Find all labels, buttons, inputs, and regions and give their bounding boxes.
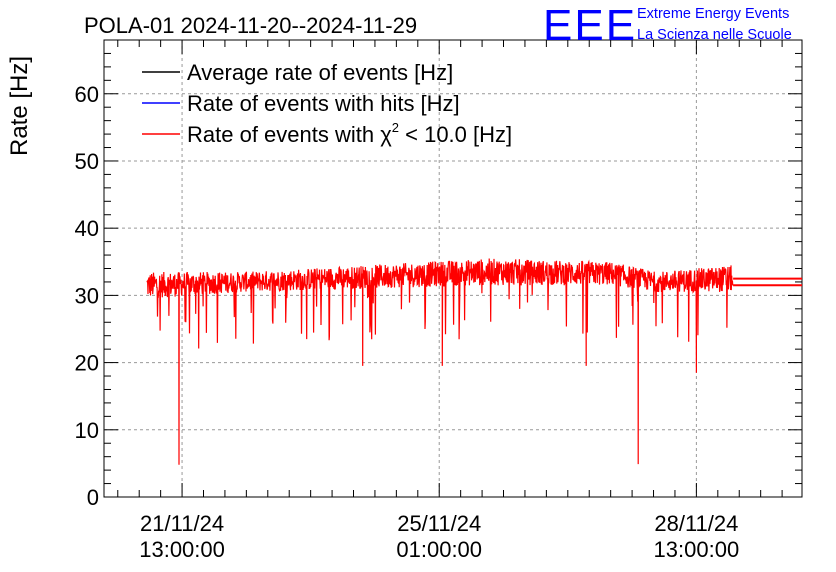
x-tick-label-date: 25/11/24 xyxy=(397,511,481,536)
y-tick-label: 60 xyxy=(75,82,99,107)
series-line-0 xyxy=(146,258,734,465)
x-axis: 21/11/2413:00:0025/11/2401:00:0028/11/24… xyxy=(117,40,783,562)
y-tick-label: 30 xyxy=(75,283,99,308)
x-tick-label-date: 28/11/24 xyxy=(654,511,738,536)
series-layer xyxy=(146,258,802,465)
y-axis-label: Rate [Hz] xyxy=(6,56,33,156)
legend-label-average: Average rate of events [Hz] xyxy=(187,60,453,85)
logo-line-1: Extreme Energy Events xyxy=(637,6,789,22)
y-tick-label: 40 xyxy=(75,216,99,241)
legend-label-chi2: Rate of events with χ2 < 10.0 [Hz] xyxy=(187,120,512,147)
y-tick-label: 0 xyxy=(87,485,99,510)
y-tick-label: 50 xyxy=(75,149,99,174)
x-tick-label-time: 01:00:00 xyxy=(396,537,482,562)
legend-label-hits: Rate of events with hits [Hz] xyxy=(187,91,460,116)
chart-title: POLA-01 2024-11-20--2024-11-29 xyxy=(84,13,417,38)
legend: Average rate of events [Hz] Rate of even… xyxy=(142,60,512,147)
x-tick-label-time: 13:00:00 xyxy=(654,537,740,562)
x-tick-label-date: 21/11/24 xyxy=(140,511,224,536)
y-axis: 0 10 20 30 40 50 60 xyxy=(75,39,802,510)
x-tick-label-time: 13:00:00 xyxy=(139,537,225,562)
logo-line-2: La Scienza nelle Scuole xyxy=(637,27,792,43)
eee-logo: EEE xyxy=(543,1,637,50)
y-tick-label: 20 xyxy=(75,351,99,376)
y-tick-label: 10 xyxy=(75,418,99,443)
